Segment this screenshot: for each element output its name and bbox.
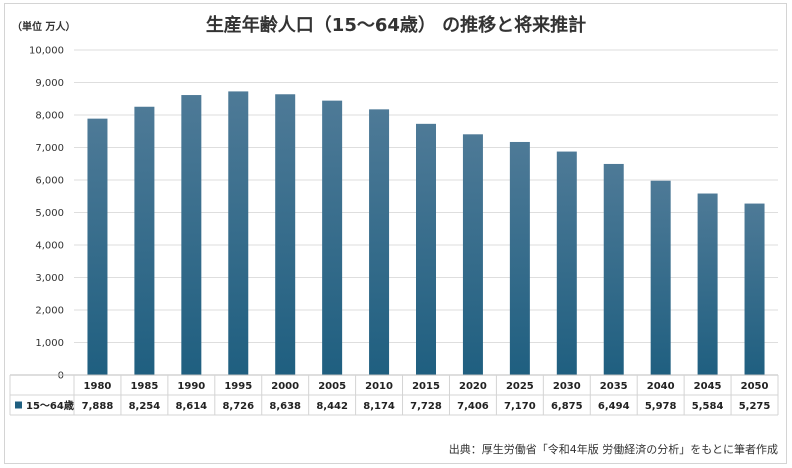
data-label: 6,494 <box>598 401 630 412</box>
x-tick-label: 2015 <box>412 381 440 392</box>
bar <box>322 100 343 375</box>
data-label: 7,728 <box>410 401 442 412</box>
bar <box>369 109 390 375</box>
bar <box>134 106 155 376</box>
bar <box>556 151 577 375</box>
bar <box>509 141 530 375</box>
x-tick-label: 2045 <box>694 381 722 392</box>
y-tick-label: 7,000 <box>35 143 64 154</box>
y-tick-label: 1,000 <box>35 338 64 349</box>
y-tick-label: 0 <box>58 371 64 382</box>
x-tick-label: 1985 <box>130 381 158 392</box>
bar <box>650 180 671 375</box>
y-tick-label: 5,000 <box>35 208 64 219</box>
bar <box>603 163 624 375</box>
x-tick-label: 2040 <box>647 381 675 392</box>
x-tick-label: 1990 <box>177 381 205 392</box>
unit-label: （単位 万人） <box>12 22 76 33</box>
data-label: 5,978 <box>645 401 677 412</box>
bar <box>744 203 765 375</box>
data-label: 5,584 <box>692 401 724 412</box>
data-label: 7,170 <box>504 401 536 412</box>
data-label: 8,638 <box>269 401 301 412</box>
data-label: 5,275 <box>739 401 771 412</box>
x-tick-label: 2010 <box>365 381 393 392</box>
data-label: 7,888 <box>82 401 114 412</box>
x-tick-label: 2030 <box>553 381 581 392</box>
y-tick-label: 10,000 <box>29 46 64 57</box>
data-label: 8,726 <box>222 401 254 412</box>
bar <box>697 193 718 375</box>
x-tick-label: 2025 <box>506 381 534 392</box>
source-note: 出典：厚生労働省「令和4年版 労働経済の分析」をもとに筆者作成 <box>448 443 778 456</box>
data-label: 7,406 <box>457 401 489 412</box>
data-label: 8,442 <box>316 401 348 412</box>
y-tick-label: 8,000 <box>35 111 64 122</box>
x-tick-label: 2005 <box>318 381 346 392</box>
x-tick-label: 1980 <box>84 381 112 392</box>
bar <box>416 123 436 375</box>
x-tick-label: 2035 <box>600 381 628 392</box>
y-tick-label: 3,000 <box>35 273 64 284</box>
legend-label: 15～64歳 <box>26 399 74 412</box>
chart-frame <box>4 3 787 464</box>
bar <box>181 95 202 376</box>
y-tick-label: 4,000 <box>35 241 64 252</box>
x-tick-label: 2020 <box>459 381 487 392</box>
chart-title: 生産年齢人口（15～64歳） の推移と将来推計 <box>205 15 587 36</box>
y-tick-label: 9,000 <box>35 78 64 89</box>
y-tick-label: 2,000 <box>35 306 64 317</box>
x-tick-label: 2000 <box>271 381 299 392</box>
bar <box>275 94 296 375</box>
bar <box>462 134 483 375</box>
legend-swatch <box>15 401 22 409</box>
data-label: 8,254 <box>129 401 161 412</box>
data-label: 8,174 <box>363 401 395 412</box>
x-tick-label: 2050 <box>741 381 769 392</box>
bar <box>228 91 249 375</box>
x-tick-label: 1995 <box>224 381 252 392</box>
y-tick-label: 6,000 <box>35 176 64 187</box>
data-label: 8,614 <box>176 401 208 412</box>
bar <box>87 118 108 375</box>
data-label: 6,875 <box>551 401 583 412</box>
